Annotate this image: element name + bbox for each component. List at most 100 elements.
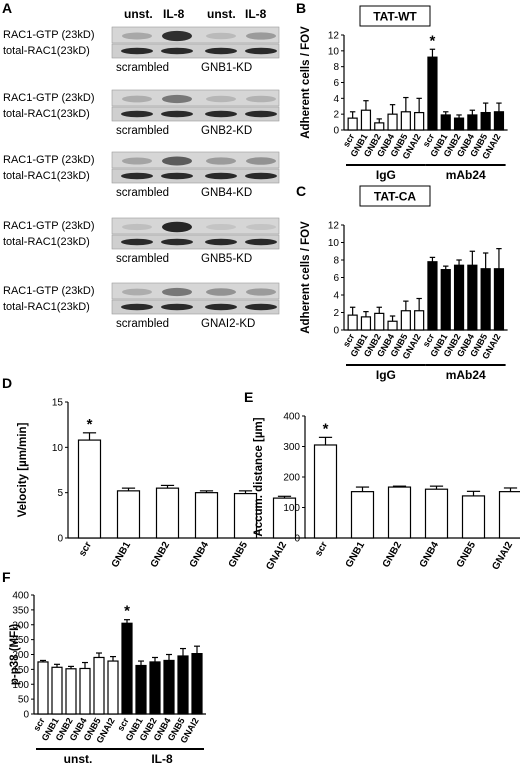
col-header-unst-2: unst.	[207, 7, 236, 21]
blot-4-total-label: total-RAC1(23kD)	[3, 301, 90, 313]
chart-B-ytick-label-0: 0	[333, 126, 339, 137]
chart-D-bar-1	[116, 490, 141, 539]
blot-3-gtp-label: RAC1-GTP (23kD)	[3, 220, 94, 232]
chart-E-cat-0: scr	[313, 540, 330, 559]
col-header-il8-2: IL-8	[245, 7, 267, 21]
chart-B-bar-10	[480, 111, 491, 131]
chart-C-group-label-1: mAb24	[446, 368, 486, 382]
chart-E-ylabel: Accum. distance [µm]	[253, 417, 265, 536]
chart-F-bar-11	[191, 653, 203, 715]
blot-3-total-label: total-RAC1(23kD)	[3, 236, 90, 248]
blot-2-total-band-3	[245, 172, 277, 180]
chart-B-ytick-label-3: 6	[333, 78, 339, 89]
chart-B-asterisk: *	[430, 32, 436, 49]
blot-1-total-label: total-RAC1(23kD)	[3, 108, 90, 120]
blot-0-total-strip	[111, 43, 280, 59]
blot-1-total-band-3	[245, 110, 277, 118]
chart-C-ytick-label-4: 8	[333, 256, 339, 267]
chart-B-letter: B	[296, 0, 306, 16]
chart-B-bar-2	[374, 122, 385, 131]
chart-D-ylabel: Velocity [µm/min]	[17, 422, 29, 517]
blot-3-gtp-band-3	[246, 223, 276, 231]
blot-2-total-band-0	[121, 172, 153, 180]
blot-4-gtp-band-0	[122, 288, 152, 296]
blot-2-total-label: total-RAC1(23kD)	[3, 170, 90, 182]
blot-4-total-band-3	[245, 303, 277, 311]
chart-B-bar-6	[427, 56, 438, 131]
chart-C-bar-2	[374, 312, 385, 331]
blot-4-total-band-2	[205, 303, 237, 311]
chart-F-bar-4	[93, 656, 105, 715]
blot-3-total-band-1	[161, 238, 193, 246]
chart-E-cat-5: GNAI2	[490, 540, 515, 572]
chart-F-bar-9	[163, 659, 175, 715]
chart-E-bar-5	[498, 491, 520, 539]
chart-E-bar-0	[313, 444, 338, 539]
blot-1-gtp-label: RAC1-GTP (23kD)	[3, 92, 94, 104]
blot-3-total-band-3	[245, 238, 277, 246]
chart-B-bar-3	[387, 113, 398, 131]
chart-B-group-label-1: mAb24	[446, 168, 486, 182]
blot-4-total-band-1	[161, 303, 193, 311]
chart-B-ytick-label-5: 10	[328, 46, 340, 57]
blot-2-total-strip	[111, 168, 280, 184]
chart-E-bar-4	[461, 495, 486, 539]
chart-E-cat-4: GNB5	[455, 540, 479, 570]
chart-B-bar-5	[414, 111, 425, 131]
chart-B-bar-4	[400, 111, 411, 131]
chart-F-bar-10	[177, 655, 189, 715]
chart-B-bar-7	[440, 114, 451, 131]
chart-B-bar-1	[360, 109, 372, 131]
chart-D-cat-3: GNB4	[188, 540, 212, 570]
chart-D-ytick-label-1: 5	[57, 488, 63, 499]
chart-C-ylabel: Adherent cells / FOV	[300, 221, 312, 334]
chart-D-cat-4: GNB5	[227, 540, 251, 570]
chart-F-ytick-label-5: 250	[12, 635, 29, 646]
col-header-il8-1: IL-8	[163, 7, 185, 21]
chart-E-ytick-label-0: 0	[294, 534, 300, 545]
chart-C-bar-0	[347, 314, 358, 331]
blot-4-gtp-band-3	[246, 288, 276, 296]
chart-C-box	[359, 185, 431, 207]
blot-0-gtp-label: RAC1-GTP (23kD)	[3, 29, 94, 41]
blot-3-right-label: GNB5-KD	[201, 253, 252, 265]
blot-1-gtp-band-0	[122, 95, 152, 103]
chart-C-bar-7	[440, 269, 451, 331]
blot-1-total-band-0	[121, 110, 153, 118]
blot-1-gtp-strip	[111, 89, 280, 107]
chart-C-bar-10	[480, 268, 491, 331]
chart-F-asterisk: *	[124, 603, 130, 620]
chart-B-ytick-label-4: 8	[333, 62, 339, 73]
blot-2-right-label: GNB4-KD	[201, 187, 252, 199]
blot-0-total-band-2	[205, 47, 237, 55]
chart-B-bar-8	[453, 117, 465, 131]
chart-D-asterisk: *	[87, 416, 93, 433]
chart-B-bar-9	[467, 114, 478, 131]
chart-F-bar-8	[149, 661, 161, 715]
blot-3-gtp-strip	[111, 217, 280, 235]
chart-F-bar-2	[65, 668, 77, 715]
chart-F-bar-5	[107, 660, 119, 715]
blot-2-total-band-1	[161, 172, 193, 180]
blot-3-left-label: scrambled	[116, 253, 169, 265]
chart-F-letter: F	[2, 569, 11, 585]
chart-D-ytick-label-2: 10	[52, 443, 64, 454]
chart-F-ylabel: p-p38 (MFI)	[9, 624, 21, 685]
chart-E-cat-3: GNB4	[418, 540, 442, 570]
chart-C-ytick-label-3: 6	[333, 273, 339, 284]
blot-0-gtp-band-3	[246, 32, 276, 40]
chart-B-box	[359, 5, 431, 27]
blot-1-left-label: scrambled	[116, 125, 169, 137]
panel-a-letter: A	[2, 0, 12, 16]
blot-4-gtp-strip	[111, 282, 280, 300]
blot-2-gtp-band-1	[162, 156, 192, 166]
chart-D-bar-0	[77, 439, 102, 539]
chart-F-ytick-label-4: 200	[12, 650, 29, 661]
chart-B-ytick-label-2: 4	[333, 94, 339, 105]
blot-2-gtp-band-3	[246, 157, 276, 165]
chart-E-ytick-label-3: 300	[283, 442, 300, 453]
chart-F-bar-3	[79, 667, 91, 715]
